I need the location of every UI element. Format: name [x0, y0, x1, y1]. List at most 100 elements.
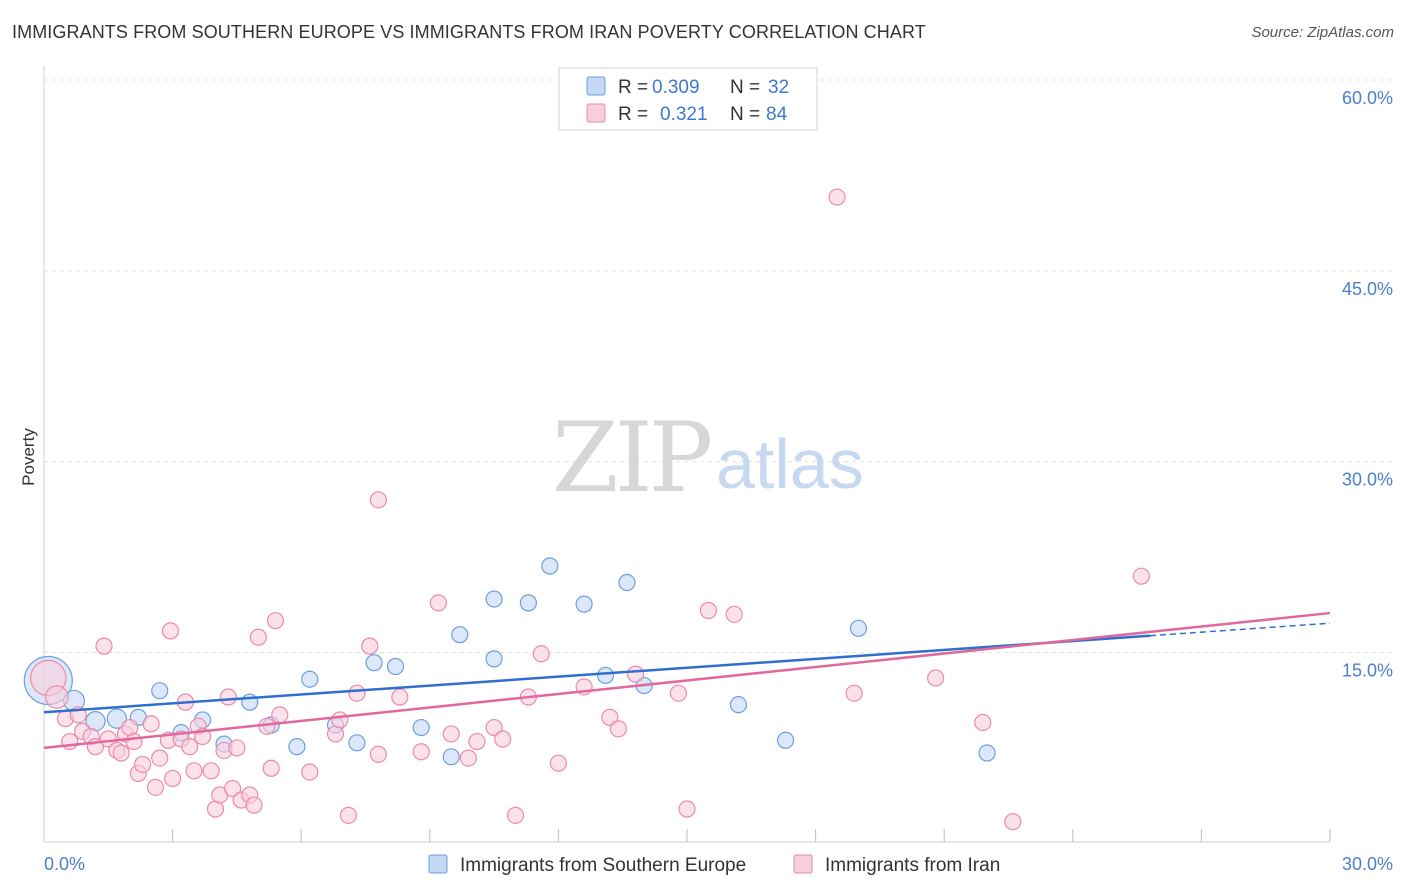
point-iran	[1132, 567, 1150, 585]
axes	[43, 66, 1331, 843]
x-tick-label: 30.0%	[1342, 854, 1393, 874]
legend-swatch-blue	[428, 854, 448, 874]
legend-swatch-pink	[793, 854, 813, 874]
legend-item-southern-europe: Immigrants from Southern Europe	[428, 854, 746, 876]
point-iran	[348, 684, 366, 702]
point-iran	[228, 739, 246, 757]
point-iran	[506, 806, 525, 824]
trend-line-iran	[43, 611, 1331, 750]
stats-r-label: R =	[618, 77, 648, 98]
point-iran	[429, 594, 447, 612]
point-southern-europe	[106, 708, 128, 729]
point-southern-europe	[485, 590, 503, 608]
point-iran	[391, 688, 409, 706]
point-southern-europe	[301, 670, 319, 688]
point-iran	[468, 732, 486, 751]
stats-r-label: R =	[618, 104, 648, 125]
stats-n-value: 32	[768, 77, 789, 98]
point-iran	[331, 711, 349, 729]
point-iran	[485, 718, 503, 737]
stats-r-value: 0.309	[652, 77, 700, 98]
point-iran	[412, 743, 430, 761]
stats-r-value: 0.321	[660, 104, 708, 125]
point-southern-europe	[412, 718, 430, 737]
legend-label: Immigrants from Iran	[825, 855, 1000, 876]
stats-row-iran: R = 0.321 N = 84	[586, 103, 788, 125]
point-iran	[532, 645, 550, 663]
point-southern-europe	[575, 595, 593, 613]
point-southern-europe	[519, 594, 537, 612]
point-iran	[224, 780, 242, 798]
point-iran	[494, 730, 512, 748]
point-iran	[301, 763, 319, 781]
point-southern-europe	[288, 738, 306, 756]
legend-label: Immigrants from Southern Europe	[460, 855, 746, 876]
watermark-zip: ZIP	[552, 402, 711, 514]
point-southern-europe	[485, 650, 503, 668]
stats-n-value: 84	[766, 104, 788, 125]
watermark: ZIP atlas	[552, 402, 864, 514]
point-iran	[601, 708, 619, 726]
point-iran	[626, 665, 645, 683]
point-iran	[609, 720, 628, 738]
point-iran	[185, 762, 203, 780]
y-axis-label: Poverty	[19, 428, 38, 486]
x-tick-labels: 0.0% 30.0%	[44, 854, 1393, 874]
stats-box: R = 0.309 N = 32 R = 0.321 N = 84	[558, 67, 818, 131]
series-iran-points	[30, 188, 1150, 831]
point-iran	[146, 778, 165, 796]
point-iran	[249, 628, 267, 646]
point-southern-europe	[776, 731, 795, 749]
point-iran	[669, 684, 688, 702]
point-southern-europe	[365, 654, 383, 672]
legend: Immigrants from Southern Europe Immigran…	[428, 854, 1000, 876]
stats-row-southern-europe: R = 0.309 N = 32	[586, 76, 789, 98]
point-iran	[845, 684, 863, 702]
point-iran	[361, 637, 379, 655]
point-iran	[45, 685, 69, 709]
point-iran	[927, 669, 945, 687]
point-iran	[112, 744, 130, 762]
point-iran	[219, 688, 237, 706]
point-iran	[181, 738, 199, 756]
stats-n-label: N =	[730, 104, 760, 125]
point-iran	[125, 732, 143, 751]
point-iran	[442, 725, 460, 743]
gridlines	[44, 79, 1395, 653]
point-southern-europe	[386, 657, 405, 676]
trend-line-southern-europe-extension	[1149, 622, 1331, 637]
chart-title: IMMIGRANTS FROM SOUTHERN EUROPE VS IMMIG…	[12, 22, 926, 42]
point-iran	[262, 759, 280, 777]
point-southern-europe	[978, 744, 996, 762]
point-iran	[1004, 813, 1022, 831]
source-credit: Source: ZipAtlas.com	[1251, 24, 1394, 41]
stats-swatch-pink	[586, 103, 606, 123]
point-southern-europe	[541, 557, 559, 575]
point-southern-europe	[849, 619, 868, 637]
point-iran	[142, 715, 160, 733]
point-southern-europe	[151, 682, 169, 700]
point-iran	[161, 622, 180, 640]
point-iran	[99, 730, 117, 748]
point-iran	[678, 800, 696, 818]
watermark-atlas: atlas	[716, 425, 864, 503]
x-tick-label: 0.0%	[44, 854, 85, 874]
point-iran	[725, 605, 743, 623]
point-southern-europe	[729, 696, 748, 714]
point-iran	[549, 754, 568, 772]
point-iran	[95, 637, 113, 655]
point-iran	[271, 706, 289, 724]
point-iran	[202, 762, 220, 780]
point-southern-europe	[618, 573, 636, 592]
point-iran	[151, 749, 169, 767]
y-tick-label: 60.0%	[1342, 88, 1393, 108]
point-iran	[974, 713, 992, 732]
stats-n-label: N =	[730, 77, 760, 98]
point-iran	[133, 755, 152, 774]
point-iran	[266, 612, 285, 630]
point-iran	[164, 769, 182, 788]
point-iran	[245, 796, 263, 814]
y-tick-label: 15.0%	[1342, 661, 1393, 681]
point-southern-europe	[451, 626, 469, 644]
